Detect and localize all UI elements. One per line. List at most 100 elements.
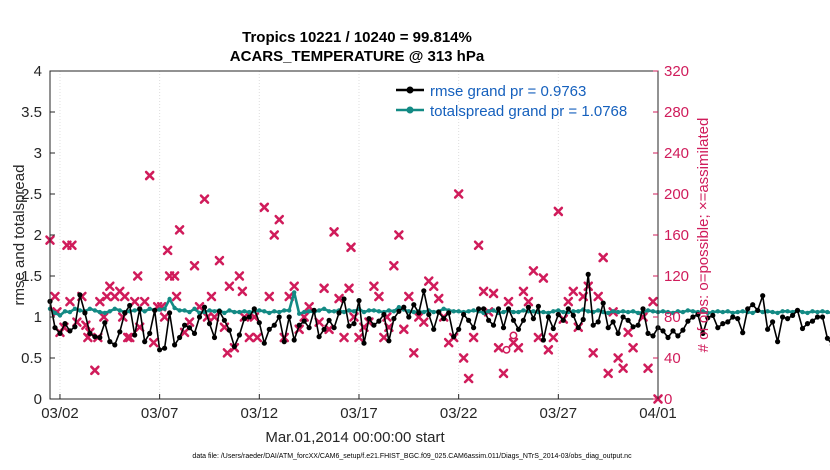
series-point-rmse	[391, 316, 397, 322]
series-point-spread	[551, 309, 556, 314]
y-tick-label: 3	[34, 145, 42, 162]
series-point-rmse	[590, 322, 596, 328]
series-point-rmse	[381, 311, 387, 318]
obs-assimilated-marker	[252, 332, 263, 343]
chart-title: Tropics 10221 / 10240 = 99.814%	[242, 29, 472, 46]
series-point-rmse	[271, 322, 277, 328]
obs-assimilated-marker	[95, 296, 105, 307]
obs-assimilated-marker	[209, 312, 220, 322]
series-point-spread	[431, 309, 436, 315]
series-point-spread	[820, 309, 825, 314]
series-point-rmse	[137, 306, 143, 312]
obs-assimilated-marker	[324, 324, 334, 335]
obs-assimilated-marker	[389, 260, 399, 271]
series-point-spread	[511, 309, 516, 315]
obs-assimilated-marker	[468, 332, 479, 343]
series-point-spread	[660, 309, 666, 314]
series-point-rmse	[182, 322, 188, 328]
obs-assimilated-marker	[139, 296, 150, 307]
series-point-rmse	[67, 328, 73, 334]
series-point-spread	[142, 309, 147, 314]
series-point-rmse	[286, 314, 292, 320]
legend-marker-rmse	[406, 86, 414, 94]
obs-possible-marker	[502, 345, 511, 354]
obs-assimilated-marker	[289, 281, 299, 292]
obs-assimilated-marker	[234, 271, 245, 281]
series-point-spread	[456, 309, 461, 314]
obs-assimilated-marker	[588, 348, 599, 358]
series-point-spread	[97, 309, 103, 315]
series-point-spread	[366, 308, 372, 313]
series-point-spread	[187, 309, 192, 315]
obs-assimilated-marker	[222, 348, 233, 358]
series-point-spread	[700, 309, 706, 314]
series-point-spread	[132, 308, 137, 313]
y-axis-label: rmse and totalspread	[11, 165, 28, 306]
series-point-rmse	[560, 317, 566, 323]
obs-assimilated-marker	[237, 286, 248, 297]
series-point-rmse	[361, 340, 367, 346]
series-point-spread	[715, 309, 720, 314]
series-point-rmse	[441, 316, 447, 322]
series-point-spread	[785, 309, 790, 314]
obs-assimilated-marker	[65, 296, 75, 307]
series-point-rmse	[281, 339, 287, 345]
obs-assimilated-marker	[105, 281, 115, 292]
obs-assimilated-marker	[553, 206, 564, 217]
obs-assimilated-marker	[339, 332, 349, 343]
series-point-spread	[102, 310, 108, 316]
series-point-rmse	[226, 327, 232, 333]
obs-assimilated-marker	[132, 271, 143, 281]
series-point-spread	[760, 309, 765, 315]
series-point-spread	[650, 309, 656, 314]
series-point-rmse	[765, 326, 771, 332]
series-point-rmse	[780, 314, 786, 320]
series-point-spread	[606, 310, 611, 316]
obs-assimilated-marker	[214, 255, 225, 266]
series-point-rmse	[336, 310, 342, 316]
series-point-rmse	[436, 309, 442, 315]
obs-assimilated-marker	[159, 312, 170, 322]
series-point-rmse	[316, 334, 322, 340]
series-point-spread	[162, 306, 167, 311]
y-tick-label: 0.5	[21, 350, 42, 367]
series-point-rmse	[196, 314, 203, 320]
series-point-rmse	[565, 306, 571, 312]
series-point-spread	[720, 309, 725, 315]
series-point-rmse	[620, 314, 626, 320]
obs-assimilated-marker	[493, 342, 504, 353]
series-point-rmse	[535, 303, 542, 309]
obs-assimilated-marker	[224, 281, 235, 292]
series-point-rmse	[102, 320, 108, 326]
series-point-rmse	[311, 307, 317, 313]
series-point-rmse	[550, 325, 556, 332]
series-point-spread	[546, 310, 551, 316]
series-point-spread	[182, 308, 187, 313]
series-point-spread	[780, 309, 785, 314]
series-point-spread	[441, 306, 446, 311]
series-point-spread	[57, 313, 63, 318]
y2-tick-label: 160	[664, 227, 689, 244]
x-tick-label: 04/01	[639, 405, 677, 422]
series-point-rmse	[291, 337, 297, 343]
series-point-spread	[147, 306, 152, 311]
series-point-rmse	[481, 306, 487, 312]
series-point-rmse	[401, 304, 407, 310]
obs-assimilated-marker	[394, 230, 404, 240]
series-point-rmse	[406, 314, 412, 320]
series-point-spread	[292, 290, 297, 295]
series-point-spread	[740, 309, 745, 314]
obs-assimilated-marker	[548, 332, 559, 343]
series-point-rmse	[167, 310, 173, 316]
obs-assimilated-marker	[568, 286, 579, 297]
series-point-rmse	[251, 306, 257, 312]
series-point-rmse	[446, 310, 452, 316]
series-point-spread	[341, 309, 347, 315]
series-point-rmse	[57, 330, 63, 336]
series-point-spread	[302, 309, 307, 315]
series-point-spread	[361, 309, 367, 315]
series-point-spread	[610, 309, 616, 314]
obs-assimilated-marker	[433, 293, 444, 304]
series-point-rmse	[530, 316, 537, 322]
series-point-rmse	[770, 319, 776, 325]
